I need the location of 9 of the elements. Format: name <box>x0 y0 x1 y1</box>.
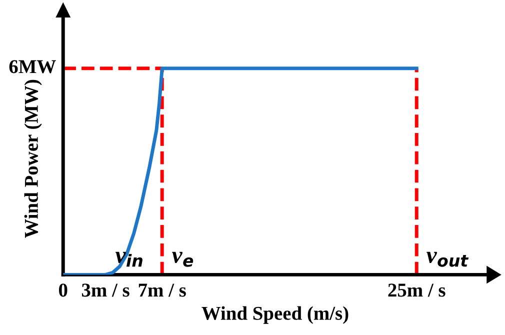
annotation: v$_{out}$ <box>426 252 469 267</box>
annotation: v$_{e}$ <box>172 252 194 267</box>
x-tick-label: 0 <box>59 284 68 297</box>
x-tick-label: 25m / s <box>388 284 446 297</box>
x-axis-title: Wind Speed (m/s) <box>202 306 348 324</box>
x-tick-label: 3m / s <box>82 284 130 297</box>
y-axis-title: Wind Power (MW) <box>24 80 42 238</box>
annotation: 6MW <box>9 60 56 74</box>
x-tick-label: 7m / s <box>138 284 186 297</box>
